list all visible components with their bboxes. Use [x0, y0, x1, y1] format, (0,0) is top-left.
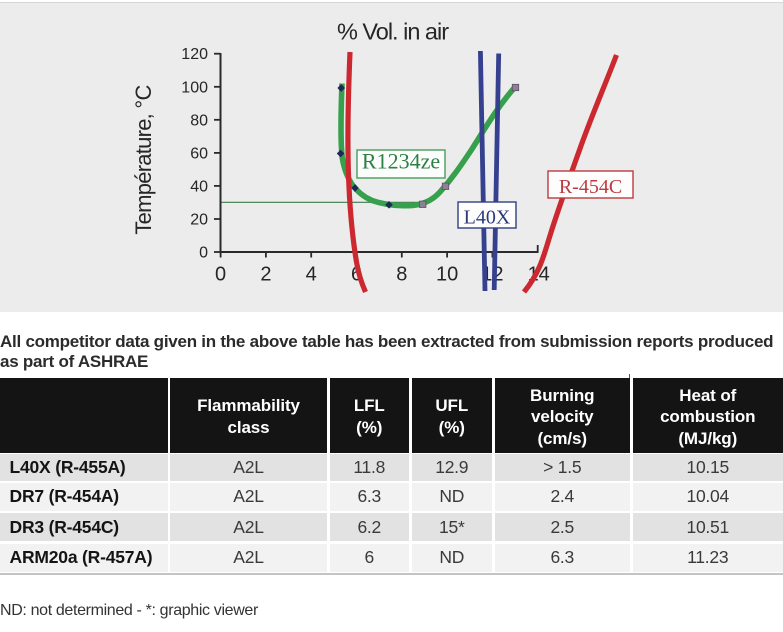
- svg-text:100: 100: [181, 79, 208, 96]
- svg-text:0: 0: [215, 264, 226, 286]
- svg-text:20: 20: [190, 212, 208, 229]
- svg-text:40: 40: [190, 178, 208, 195]
- svg-text:120: 120: [181, 46, 208, 63]
- svg-text:2: 2: [260, 264, 271, 286]
- svg-text:6: 6: [351, 264, 362, 286]
- svg-text:4: 4: [306, 264, 317, 286]
- svg-text:80: 80: [190, 112, 208, 129]
- svg-text:L40X: L40X: [464, 207, 511, 229]
- svg-text:Température, °C: Température, °C: [131, 85, 156, 235]
- svg-text:10: 10: [436, 264, 458, 286]
- svg-text:R-454C: R-454C: [559, 176, 622, 198]
- svg-text:8: 8: [396, 264, 407, 286]
- svg-text:60: 60: [190, 145, 208, 162]
- svg-text:% Vol. in air: % Vol. in air: [337, 19, 449, 45]
- svg-text:R1234ze: R1234ze: [362, 149, 440, 174]
- svg-text:0: 0: [199, 245, 208, 262]
